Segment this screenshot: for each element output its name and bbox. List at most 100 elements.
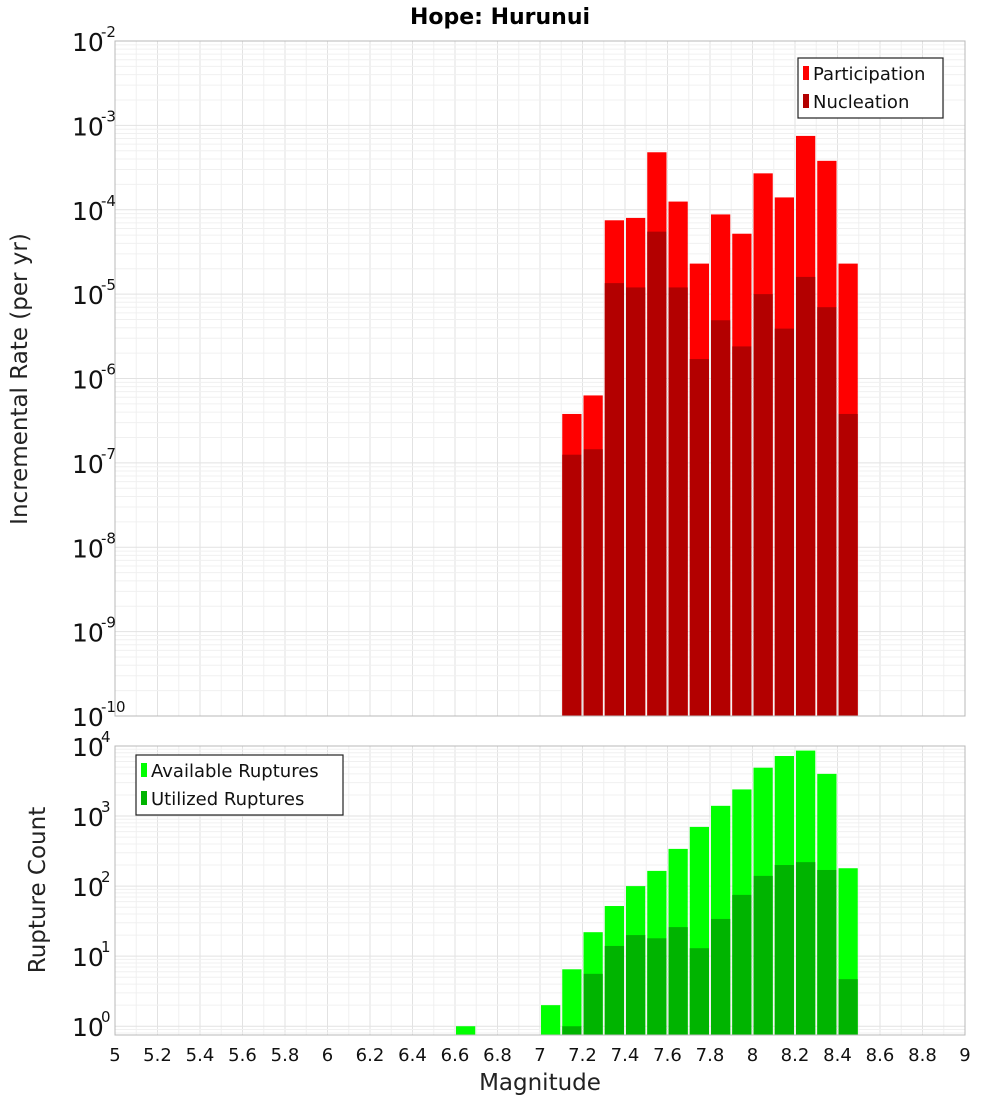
x-tick-label: 8.6 (866, 1045, 895, 1066)
top-bar-nucleation (604, 283, 624, 716)
legend-label-available: Available Ruptures (151, 761, 319, 782)
bottom-bar-utilized-ruptures (774, 865, 794, 1035)
top-bar-nucleation (753, 294, 773, 716)
top-bar-nucleation (583, 449, 603, 716)
top-legend: Participation Nucleation (797, 57, 944, 119)
y-tick-label: 10 (72, 366, 104, 395)
top-bar-nucleation (732, 346, 752, 716)
top-plot-frame (114, 40, 966, 717)
y-tick-exponent: -8 (101, 529, 116, 547)
x-tick-label: 5 (109, 1045, 120, 1066)
bottom-plot-frame (114, 745, 966, 1036)
y-tick-label: 10 (72, 619, 104, 648)
x-tick-label: 8 (747, 1045, 758, 1066)
y-tick-label: 10 (72, 28, 104, 57)
y-tick-exponent: -10 (101, 698, 126, 716)
legend-swatch-participation (803, 66, 809, 80)
top-bar-nucleation (817, 307, 837, 716)
bottom-bar-utilized-ruptures (668, 927, 688, 1035)
bottom-bar-available-ruptures (456, 1026, 476, 1035)
y-tick-label: 10 (72, 281, 104, 310)
bottom-bar-utilized-ruptures (604, 945, 624, 1035)
bottom-bar-utilized-ruptures (626, 935, 646, 1035)
bottom-bar-utilized-ruptures (711, 918, 731, 1035)
top-bar-nucleation (689, 359, 709, 716)
y-tick-exponent: 4 (101, 728, 111, 746)
bottom-legend: Available Ruptures Utilized Ruptures (135, 754, 344, 816)
bottom-bar-utilized-ruptures (562, 1026, 582, 1035)
x-tick-label: 5.6 (228, 1045, 257, 1066)
bottom-bar-utilized-ruptures (796, 862, 816, 1035)
y-tick-exponent: -5 (101, 276, 116, 294)
x-tick-label: 5.2 (143, 1045, 172, 1066)
x-tick-label: 6.6 (441, 1045, 470, 1066)
top-bar-nucleation (774, 328, 794, 716)
y-tick-exponent: -4 (101, 192, 116, 210)
bottom-bar-utilized-ruptures (732, 894, 752, 1035)
bottom-bar-available-ruptures (541, 1005, 561, 1035)
legend-swatch-utilized (141, 791, 147, 805)
bottom-bar-available-ruptures (562, 969, 582, 1035)
top-bars (562, 135, 858, 717)
y-tick-label: 10 (72, 112, 104, 141)
x-tick-label: 5.8 (271, 1045, 300, 1066)
y-tick-exponent: 2 (101, 868, 111, 886)
legend-swatch-nucleation (803, 94, 809, 108)
top-bar-nucleation (796, 276, 816, 716)
legend-label-utilized: Utilized Ruptures (151, 789, 304, 810)
top-bar-nucleation (647, 231, 667, 716)
bottom-y-axis-label: Rupture Count (25, 807, 51, 973)
x-tick-label: 6 (322, 1045, 333, 1066)
y-tick-exponent: -6 (101, 361, 116, 379)
y-tick-label: 10 (72, 733, 104, 762)
x-tick-label: 7.8 (696, 1045, 725, 1066)
x-axis-label: Magnitude (479, 1070, 601, 1096)
y-tick-exponent: 3 (101, 798, 111, 816)
bottom-bars (456, 750, 858, 1035)
top-bar-nucleation (838, 413, 858, 716)
y-tick-label: 10 (72, 534, 104, 563)
x-tick-label: 6.2 (356, 1045, 385, 1066)
x-tick-label: 8.8 (908, 1045, 937, 1066)
bottom-bar-utilized-ruptures (583, 973, 603, 1035)
x-tick-label: 8.4 (823, 1045, 852, 1066)
x-tick-label: 6.8 (483, 1045, 512, 1066)
y-tick-label: 10 (72, 803, 104, 832)
x-tick-label: 8.2 (781, 1045, 810, 1066)
x-tick-label: 9 (959, 1045, 970, 1066)
y-tick-exponent: 1 (101, 938, 111, 956)
bottom-legend-box (135, 754, 344, 816)
top-bar-nucleation (668, 287, 688, 716)
bottom-bar-utilized-ruptures (817, 869, 837, 1035)
y-tick-label: 10 (72, 873, 104, 902)
x-tick-label: 7.6 (653, 1045, 682, 1066)
y-tick-label: 10 (72, 703, 104, 732)
y-tick-exponent: -2 (101, 23, 116, 41)
y-tick-label: 10 (72, 450, 104, 479)
x-tick-label: 6.4 (398, 1045, 427, 1066)
top-bar-nucleation (626, 287, 646, 716)
x-tick-label: 7.2 (568, 1045, 597, 1066)
legend-label-participation: Participation (813, 64, 925, 85)
bottom-bar-utilized-ruptures (838, 979, 858, 1035)
x-tick-label: 7.4 (611, 1045, 640, 1066)
top-grid (114, 40, 966, 717)
x-tick-label: 5.4 (186, 1045, 215, 1066)
y-tick-exponent: -7 (101, 445, 116, 463)
bottom-bar-utilized-ruptures (647, 938, 667, 1035)
top-bar-nucleation (711, 320, 731, 716)
top-y-axis-label: Incremental Rate (per yr) (7, 233, 33, 525)
bottom-bar-utilized-ruptures (753, 875, 773, 1035)
y-tick-exponent: 0 (101, 1008, 111, 1026)
y-tick-label: 10 (72, 943, 104, 972)
x-ticks: 5 5.2 5.4 5.6 5.8 6 6.2 6.4 6.6 6.8 7 7.2 7.4 7.6 7.8 8… (109, 1045, 970, 1066)
y-tick-exponent: -3 (101, 107, 116, 125)
legend-swatch-available (141, 763, 147, 777)
bottom-bar-utilized-ruptures (689, 948, 709, 1035)
y-tick-label: 10 (72, 197, 104, 226)
x-tick-label: 7 (534, 1045, 545, 1066)
y-tick-exponent: -9 (101, 614, 116, 632)
top-legend-box (797, 57, 944, 119)
